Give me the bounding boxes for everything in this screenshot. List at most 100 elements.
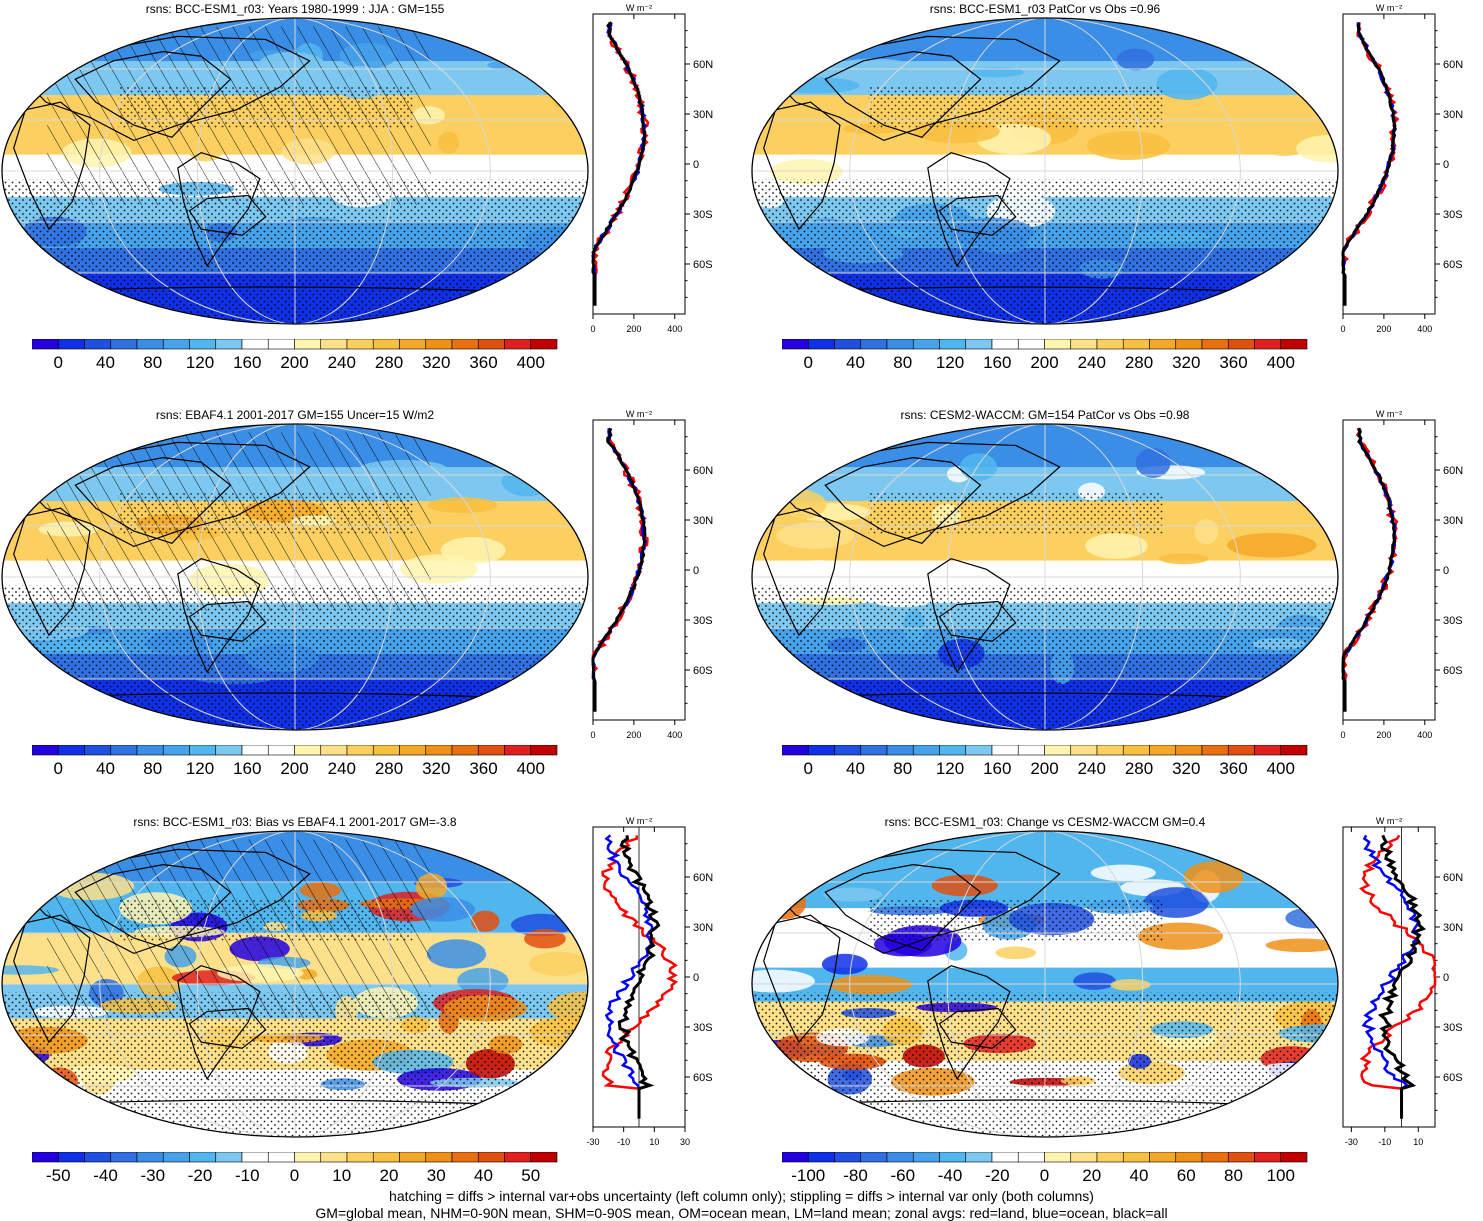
colorbar: -100 -80 -60 -40 -20 0 20 40 60 80 100 [782, 1152, 1308, 1185]
map-panel-p4: rsns: CESM2-WACCM: GM=154 PatCor vs Obs … [750, 408, 1483, 793]
colorbar: 0 40 80 120 160 200 240 280 320 360 400 [782, 339, 1308, 372]
zonal-lat-label: 0 [1443, 159, 1449, 171]
zonal-lat-label: 30N [1443, 922, 1463, 934]
zonal-lat-label: 30S [693, 209, 713, 221]
panel-title: rsns: BCC-ESM1_r03: Years 1980-1999 : JJ… [145, 2, 445, 16]
zonal-x-tick-label: -30 [586, 1137, 599, 1147]
colorbar-tick-label: -30 [140, 1166, 165, 1185]
footnote-line-2: GM=global mean, NHM=0-90N mean, SHM=0-90… [315, 1205, 1168, 1221]
map-field [2, 18, 588, 324]
colorbar-tick-label: 280 [375, 759, 403, 778]
colorbar-tick-label: 60 [1177, 1166, 1196, 1185]
zonal-profile-all [617, 835, 661, 1119]
map-field [752, 424, 1338, 730]
colorbar-tick-label: 240 [1078, 759, 1106, 778]
colorbar-tick-label: 0 [54, 353, 63, 372]
colorbar-tick-label: 240 [328, 353, 356, 372]
zonal-lat-label: 30S [1443, 615, 1463, 627]
panel-title: rsns: BCC-ESM1_r03: Bias vs EBAF4.1 2001… [133, 815, 457, 829]
zonal-x-tick-label: 400 [667, 730, 682, 740]
colorbar-tick-label: 0 [54, 759, 63, 778]
colorbar-tick-label: 240 [1078, 353, 1106, 372]
zonal-mean-plot: W m⁻² 60N 30N 0 30S 60S 0 200 400 [1340, 409, 1463, 740]
colorbar-tick-label: 120 [186, 759, 214, 778]
zonal-lat-label: 60N [1443, 465, 1463, 477]
colorbar-tick-label: 400 [1267, 759, 1295, 778]
colorbar-tick-label: 360 [1219, 353, 1247, 372]
colorbar-tick-label: 360 [469, 759, 497, 778]
robinson-map [1, 423, 589, 731]
zonal-lat-label: 60S [693, 665, 713, 677]
zonal-lat-label: 0 [693, 159, 699, 171]
colorbar-tick-label: 10 [332, 1166, 351, 1185]
colorbar-tick-label: 200 [1030, 759, 1058, 778]
colorbar-tick-label: 400 [517, 353, 545, 372]
colorbar-tick-label: 160 [983, 353, 1011, 372]
zonal-units-label: W m⁻² [626, 816, 652, 826]
colorbar-tick-label: -40 [93, 1166, 118, 1185]
colorbar-tick-label: 80 [143, 353, 162, 372]
colorbar-tick-label: 320 [1172, 759, 1200, 778]
map-field [2, 424, 588, 730]
zonal-mean-plot: W m⁻² 60N 30N 0 30S 60S 0 200 400 [1340, 3, 1463, 334]
robinson-map [1, 830, 589, 1138]
colorbar-tick-label: 240 [328, 759, 356, 778]
panel-title: rsns: EBAF4.1 2001-2017 GM=155 Uncer=15 … [155, 408, 435, 422]
colorbar-tick-label: 30 [427, 1166, 446, 1185]
colorbar-tick-label: -40 [938, 1166, 963, 1185]
zonal-x-tick-label: 200 [1376, 324, 1391, 334]
zonal-lat-label: 30N [1443, 515, 1463, 527]
zonal-profile-all [1341, 427, 1397, 712]
zonal-mean-plot: W m⁻² 60N 30N 0 30S 60S 0 200 400 [590, 3, 713, 334]
zonal-lat-label: 30S [1443, 1022, 1463, 1034]
colorbar: 0 40 80 120 160 200 240 280 320 360 400 [32, 339, 558, 372]
zonal-x-tick-label: 10 [1413, 1137, 1423, 1147]
zonal-x-tick-label: -30 [1345, 1137, 1358, 1147]
colorbar-tick-label: 280 [1125, 353, 1153, 372]
zonal-x-tick-label: 0 [1340, 324, 1345, 334]
panel-title: rsns: BCC-ESM1_r03 PatCor vs Obs =0.96 [929, 2, 1161, 16]
zonal-lat-label: 60N [693, 465, 713, 477]
robinson-map [751, 17, 1339, 325]
colorbar-tick-label: -10 [235, 1166, 260, 1185]
colorbar-tick-label: 160 [983, 759, 1011, 778]
zonal-lat-label: 0 [1443, 565, 1449, 577]
colorbar-tick-label: 40 [474, 1166, 493, 1185]
colorbar-tick-label: 20 [380, 1166, 399, 1185]
zonal-lat-label: 60N [693, 872, 713, 884]
map-field [2, 831, 588, 1137]
colorbar-tick-label: 80 [893, 353, 912, 372]
colorbar-tick-label: 50 [521, 1166, 540, 1185]
zonal-x-tick-label: -10 [1378, 1137, 1391, 1147]
colorbar-tick-label: -20 [188, 1166, 213, 1185]
colorbar-tick-label: 40 [1130, 1166, 1149, 1185]
robinson-map [751, 423, 1339, 731]
zonal-profile-ocean [604, 834, 654, 1119]
zonal-profile-ocean [1361, 834, 1421, 1119]
colorbar-tick-label: 80 [143, 759, 162, 778]
map-panel-p3: rsns: EBAF4.1 2001-2017 GM=155 Uncer=15 … [0, 408, 740, 793]
map-panel-p5: rsns: BCC-ESM1_r03: Bias vs EBAF4.1 2001… [0, 815, 740, 1200]
zonal-lat-label: 60S [1443, 1072, 1463, 1084]
colorbar-tick-label: -60 [890, 1166, 915, 1185]
colorbar-tick-label: 0 [804, 353, 813, 372]
zonal-x-tick-label: -10 [617, 1137, 630, 1147]
zonal-x-tick-label: 0 [1340, 730, 1345, 740]
colorbar-tick-label: 400 [1267, 353, 1295, 372]
zonal-x-tick-label: 400 [1417, 324, 1432, 334]
zonal-lat-label: 30N [1443, 109, 1463, 121]
zonal-lat-label: 60S [693, 1072, 713, 1084]
colorbar-tick-label: -80 [843, 1166, 868, 1185]
zonal-profile-all [1377, 834, 1427, 1119]
colorbar-tick-label: 160 [233, 759, 261, 778]
colorbar-tick-label: 40 [846, 353, 865, 372]
zonal-lat-label: 60S [693, 259, 713, 271]
zonal-x-tick-label: 30 [680, 1137, 690, 1147]
zonal-lat-label: 60N [1443, 59, 1463, 71]
zonal-mean-plot: W m⁻² 60N 30N 0 30S 60S 0 200 400 [590, 409, 713, 740]
colorbar-tick-label: 160 [233, 353, 261, 372]
colorbar-tick-label: 280 [1125, 759, 1153, 778]
zonal-lat-label: 0 [693, 972, 699, 984]
footnote-line-1: hatching = diffs > internal var+obs unce… [389, 1188, 1094, 1204]
colorbar: -50 -40 -30 -20 -10 0 10 20 30 40 50 [32, 1152, 558, 1185]
